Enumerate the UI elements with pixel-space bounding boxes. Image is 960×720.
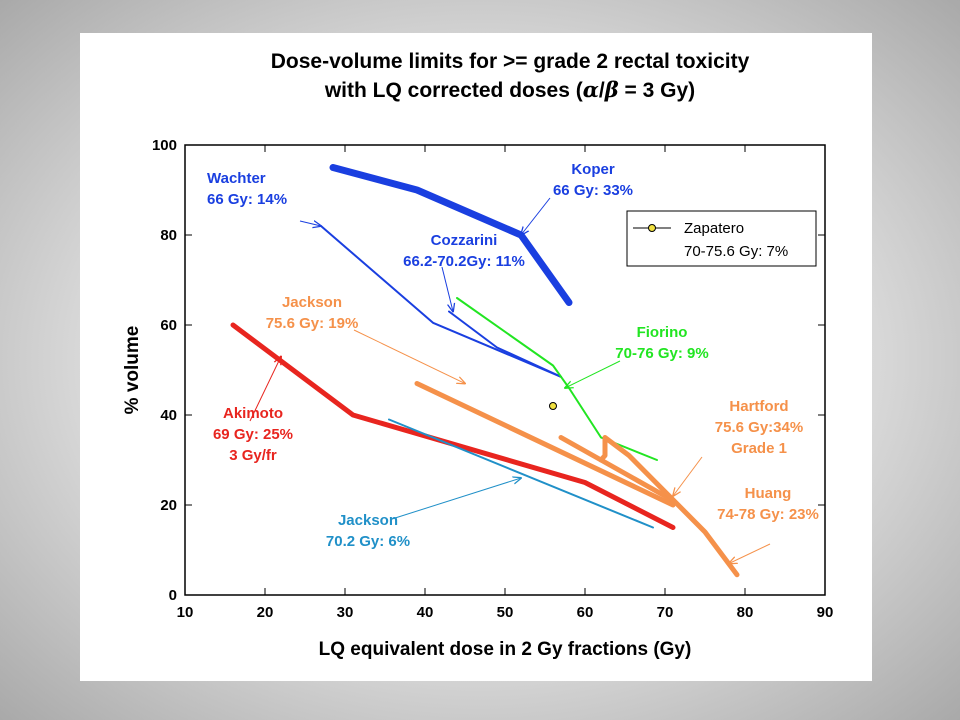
- annotation-text: Grade 1: [731, 440, 787, 457]
- series-line-jackson-4: [414, 381, 676, 508]
- subtitle-beta: β: [604, 77, 619, 102]
- annotation-arrow: [249, 357, 281, 422]
- annotation-layer: Wachter 66 Gy: 14% Koper 66 Gy: 33% Cozzarin…: [207, 161, 819, 564]
- annotation-text: 3 Gy/fr: [229, 447, 277, 464]
- annotation-text: Jackson: [338, 512, 398, 529]
- series-line-cozzarini-2: [448, 310, 562, 378]
- point-zapatero: [549, 402, 557, 410]
- series-layer: [230, 164, 740, 578]
- chart-title: Dose-volume limits for >= grade 2 rectal…: [271, 50, 750, 73]
- annotation-text: Fiorino: [637, 324, 688, 341]
- annotation-text: 75.6 Gy:34%: [715, 419, 803, 436]
- legend: Zapatero 70-75.6 Gy: 7%: [626, 210, 817, 267]
- x-tick-label: 50: [497, 604, 514, 621]
- y-tick-label: 40: [160, 407, 177, 424]
- series-line-huang-6: [598, 435, 740, 578]
- annotation-text: 66.2-70.2Gy: 11%: [403, 253, 525, 270]
- annotation-huang-7: Huang 74-78 Gy: 23%: [717, 485, 819, 564]
- annotation-text: Cozzarini: [431, 232, 498, 249]
- annotation-jackson-8: Jackson 70.2 Gy: 6%: [326, 478, 521, 550]
- legend-entry-name: Zapatero: [684, 220, 744, 237]
- y-tick-label: 80: [160, 227, 177, 244]
- x-axis-label: LQ equivalent dose in 2 Gy fractions (Gy…: [319, 639, 692, 660]
- annotation-text: 69 Gy: 25%: [213, 426, 293, 443]
- annotation-arrow: [391, 478, 521, 520]
- chart-svg: Dose-volume limits for >= grade 2 rectal…: [122, 50, 833, 660]
- subtitle-suffix: = 3 Gy): [619, 79, 695, 102]
- annotation-akimoto-5: Akimoto 69 Gy: 25% 3 Gy/fr: [213, 357, 293, 464]
- series-line-koper-0: [329, 164, 573, 306]
- annotation-text: 75.6 Gy: 19%: [266, 315, 359, 332]
- y-tick-label: 0: [169, 587, 177, 604]
- subtitle-prefix: with LQ corrected doses (: [324, 79, 583, 102]
- legend-entry-detail: 70-75.6 Gy: 7%: [684, 243, 788, 260]
- annotation-text: 70.2 Gy: 6%: [326, 533, 410, 550]
- series-line-wachter-1: [320, 225, 562, 378]
- series-line-hartford-5: [558, 435, 676, 503]
- subtitle-slash: /: [599, 79, 605, 102]
- annotation-text: Wachter: [207, 170, 266, 187]
- annotation-text: Jackson: [282, 294, 342, 311]
- annotation-jackson-3: Jackson 75.6 Gy: 19%: [266, 294, 465, 384]
- annotation-cozzarini-2: Cozzarini 66.2-70.2Gy: 11%: [403, 232, 525, 312]
- annotation-text: 66 Gy: 14%: [207, 191, 287, 208]
- x-tick-label: 20: [257, 604, 274, 621]
- annotation-arrow: [441, 266, 453, 312]
- annotation-arrow: [299, 221, 321, 226]
- y-tick-label: 100: [152, 137, 177, 154]
- y-axis-label: % volume: [122, 326, 143, 415]
- annotation-arrow: [353, 329, 465, 384]
- series-line-jackson-8: [388, 418, 654, 529]
- annotation-arrow: [521, 197, 551, 235]
- x-tick-label: 70: [657, 604, 674, 621]
- annotation-text: Koper: [571, 161, 615, 178]
- x-tick-label: 30: [337, 604, 354, 621]
- y-tick-label: 20: [160, 497, 177, 514]
- subtitle-alpha: α: [583, 77, 599, 102]
- annotation-text: 74-78 Gy: 23%: [717, 506, 819, 523]
- annotation-wachter-0: Wachter 66 Gy: 14%: [207, 170, 321, 226]
- y-tick-label: 60: [160, 317, 177, 334]
- annotation-hartford-6: Hartford 75.6 Gy:34% Grade 1: [673, 398, 803, 496]
- series-line-fiorino-3: [456, 297, 658, 461]
- x-tick-label: 60: [577, 604, 594, 621]
- annotation-arrow: [729, 543, 771, 564]
- legend-box: [626, 210, 817, 267]
- x-tick-label: 90: [817, 604, 834, 621]
- annotation-arrow: [673, 456, 703, 496]
- annotation-arrow: [565, 360, 621, 388]
- series-line-akimoto-7: [230, 322, 676, 530]
- x-tick-label: 40: [417, 604, 434, 621]
- chart-subtitle: with LQ corrected doses (α/β = 3 Gy): [324, 77, 695, 102]
- axis-ticks: 10 20 30 40 50 60 70 80 90 0 20 40 60 80 100: [152, 137, 833, 621]
- annotation-text: 70-76 Gy: 9%: [615, 345, 708, 362]
- annotation-text: Hartford: [729, 398, 788, 415]
- annotation-koper-1: Koper 66 Gy: 33%: [521, 161, 633, 235]
- annotation-text: 66 Gy: 33%: [553, 182, 633, 199]
- legend-marker: [648, 224, 656, 232]
- annotation-fiorino-4: Fiorino 70-76 Gy: 9%: [565, 324, 709, 388]
- slide: Dose-volume limits for >= grade 2 rectal…: [80, 33, 872, 681]
- annotation-text: Akimoto: [223, 405, 283, 422]
- x-tick-label: 10: [177, 604, 194, 621]
- annotation-text: Huang: [745, 485, 792, 502]
- x-tick-label: 80: [737, 604, 754, 621]
